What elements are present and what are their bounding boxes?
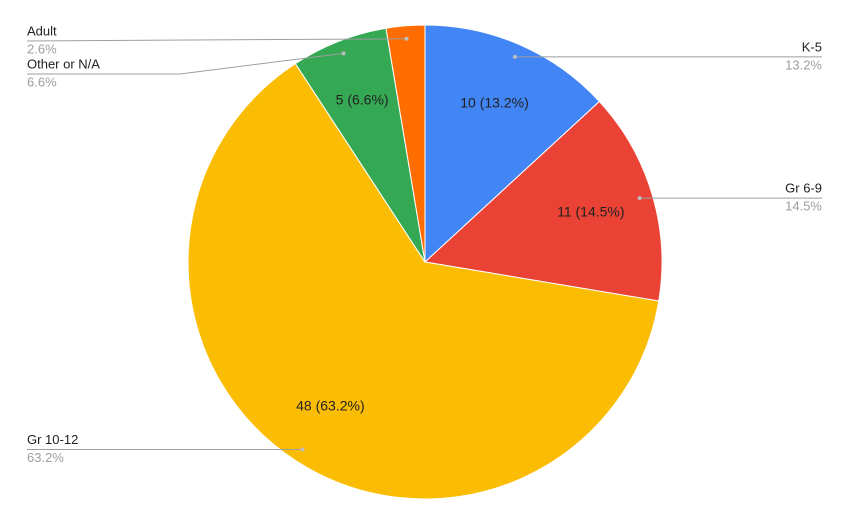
callout-name: Gr 10-12 [27, 432, 78, 447]
callout-dot [341, 51, 346, 56]
callout-dot [404, 36, 409, 41]
slice-label: 10 (13.2%) [460, 94, 528, 110]
callout-dot [512, 54, 517, 59]
callout-percent: 6.6% [27, 74, 57, 89]
callout-percent: 2.6% [27, 41, 57, 56]
slice-label: 48 (63.2%) [296, 398, 364, 414]
callout-line [26, 38, 407, 42]
callout-percent: 14.5% [785, 199, 822, 214]
callout-percent: 13.2% [785, 57, 822, 72]
callout-percent: 63.2% [27, 450, 64, 465]
callout-name: K-5 [802, 39, 822, 54]
pie-slice [385, 24, 426, 263]
callout-line [27, 52, 344, 75]
pie-slice [423, 100, 663, 302]
callout-dot [300, 447, 305, 452]
callout-name: Gr 6-9 [785, 181, 822, 196]
pie-slice [187, 62, 660, 500]
pie-slice [424, 24, 601, 264]
slice-label: 11 (14.5%) [557, 203, 624, 219]
callout-name: Adult [27, 23, 57, 38]
callout-name: Other or N/A [27, 56, 100, 71]
slice-label: 5 (6.6%) [336, 92, 389, 108]
callout-dot [637, 196, 642, 201]
